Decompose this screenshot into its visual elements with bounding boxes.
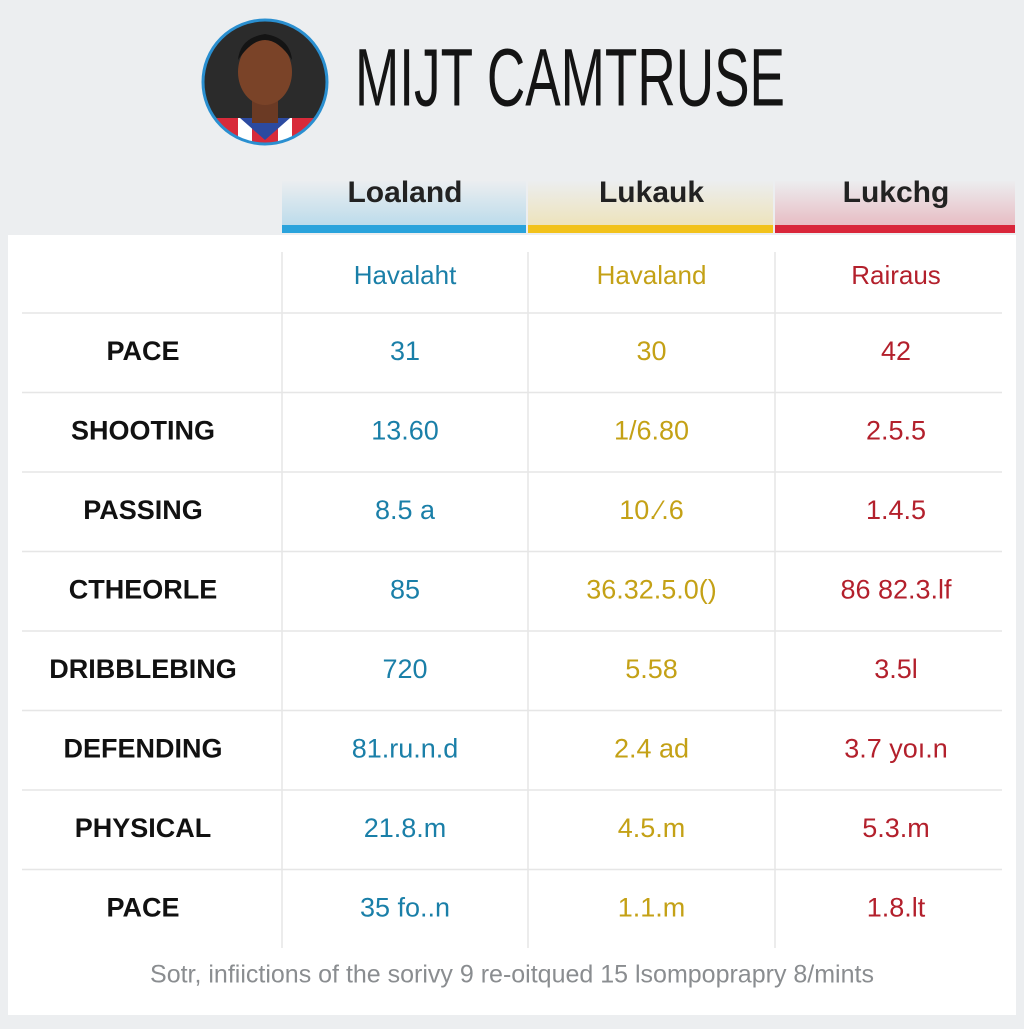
- column-sub: Havalaht: [354, 260, 457, 290]
- footer-note: Sotr, infiictions of the sorivy 9 re-oit…: [150, 961, 874, 989]
- header-glow: [775, 180, 1015, 226]
- row-label: SHOOTING: [71, 415, 215, 445]
- header-bar: [528, 225, 773, 233]
- cell-value: 3.5l: [874, 654, 918, 684]
- cell-value: 86 82.3.lf: [840, 574, 952, 604]
- cell-value: 2.4 ad: [614, 733, 689, 763]
- title: MIJT CAMTRUSE: [355, 33, 785, 124]
- column-name: Lukauk: [599, 176, 704, 209]
- cell-value: 1/6.80: [614, 415, 689, 445]
- cell-value: 21.8.m: [364, 813, 447, 843]
- header-glow: [282, 180, 526, 226]
- column-sub: Rairaus: [851, 260, 941, 290]
- cell-value: 3.7 yoı.n: [844, 733, 948, 763]
- cell-value: 5.58: [625, 654, 678, 684]
- cell-value: 1.1.m: [618, 892, 686, 922]
- cell-value: 5.3.m: [862, 813, 930, 843]
- row-label: DRIBBLEBING: [49, 654, 237, 684]
- cell-value: 8.5 a: [375, 495, 436, 525]
- cell-value: 85: [390, 574, 420, 604]
- column-sub: Havaland: [597, 260, 707, 290]
- row-label: DEFENDING: [63, 733, 222, 763]
- cell-value: 13.60: [371, 415, 439, 445]
- column-name: Lukchg: [843, 176, 950, 209]
- cell-value: 1.8.lt: [867, 892, 926, 922]
- header-bar: [775, 225, 1015, 233]
- table-panel: [8, 235, 1016, 1015]
- cell-value: 2.5.5: [866, 415, 926, 445]
- row-label: PACE: [106, 336, 179, 366]
- cell-value: 720: [382, 654, 427, 684]
- cell-value: 31: [390, 336, 420, 366]
- cell-value: 4.5.m: [618, 813, 686, 843]
- cell-value: 42: [881, 336, 911, 366]
- header-glow: [528, 180, 773, 226]
- header-bar: [282, 225, 526, 233]
- cell-value: 36.32.5.0(): [586, 574, 717, 604]
- column-name: Loaland: [347, 176, 462, 209]
- cell-value: 35 fo..n: [360, 892, 450, 922]
- cell-value: 1.4.5: [866, 495, 926, 525]
- row-label: PACE: [106, 892, 179, 922]
- row-label: PASSING: [83, 495, 203, 525]
- cell-value: 81.ru.n.d: [352, 733, 459, 763]
- row-label: PHYSICAL: [75, 813, 212, 843]
- cell-value: 10.⁄.6: [619, 495, 684, 525]
- row-label: CTHEORLE: [69, 574, 218, 604]
- cell-value: 30: [636, 336, 666, 366]
